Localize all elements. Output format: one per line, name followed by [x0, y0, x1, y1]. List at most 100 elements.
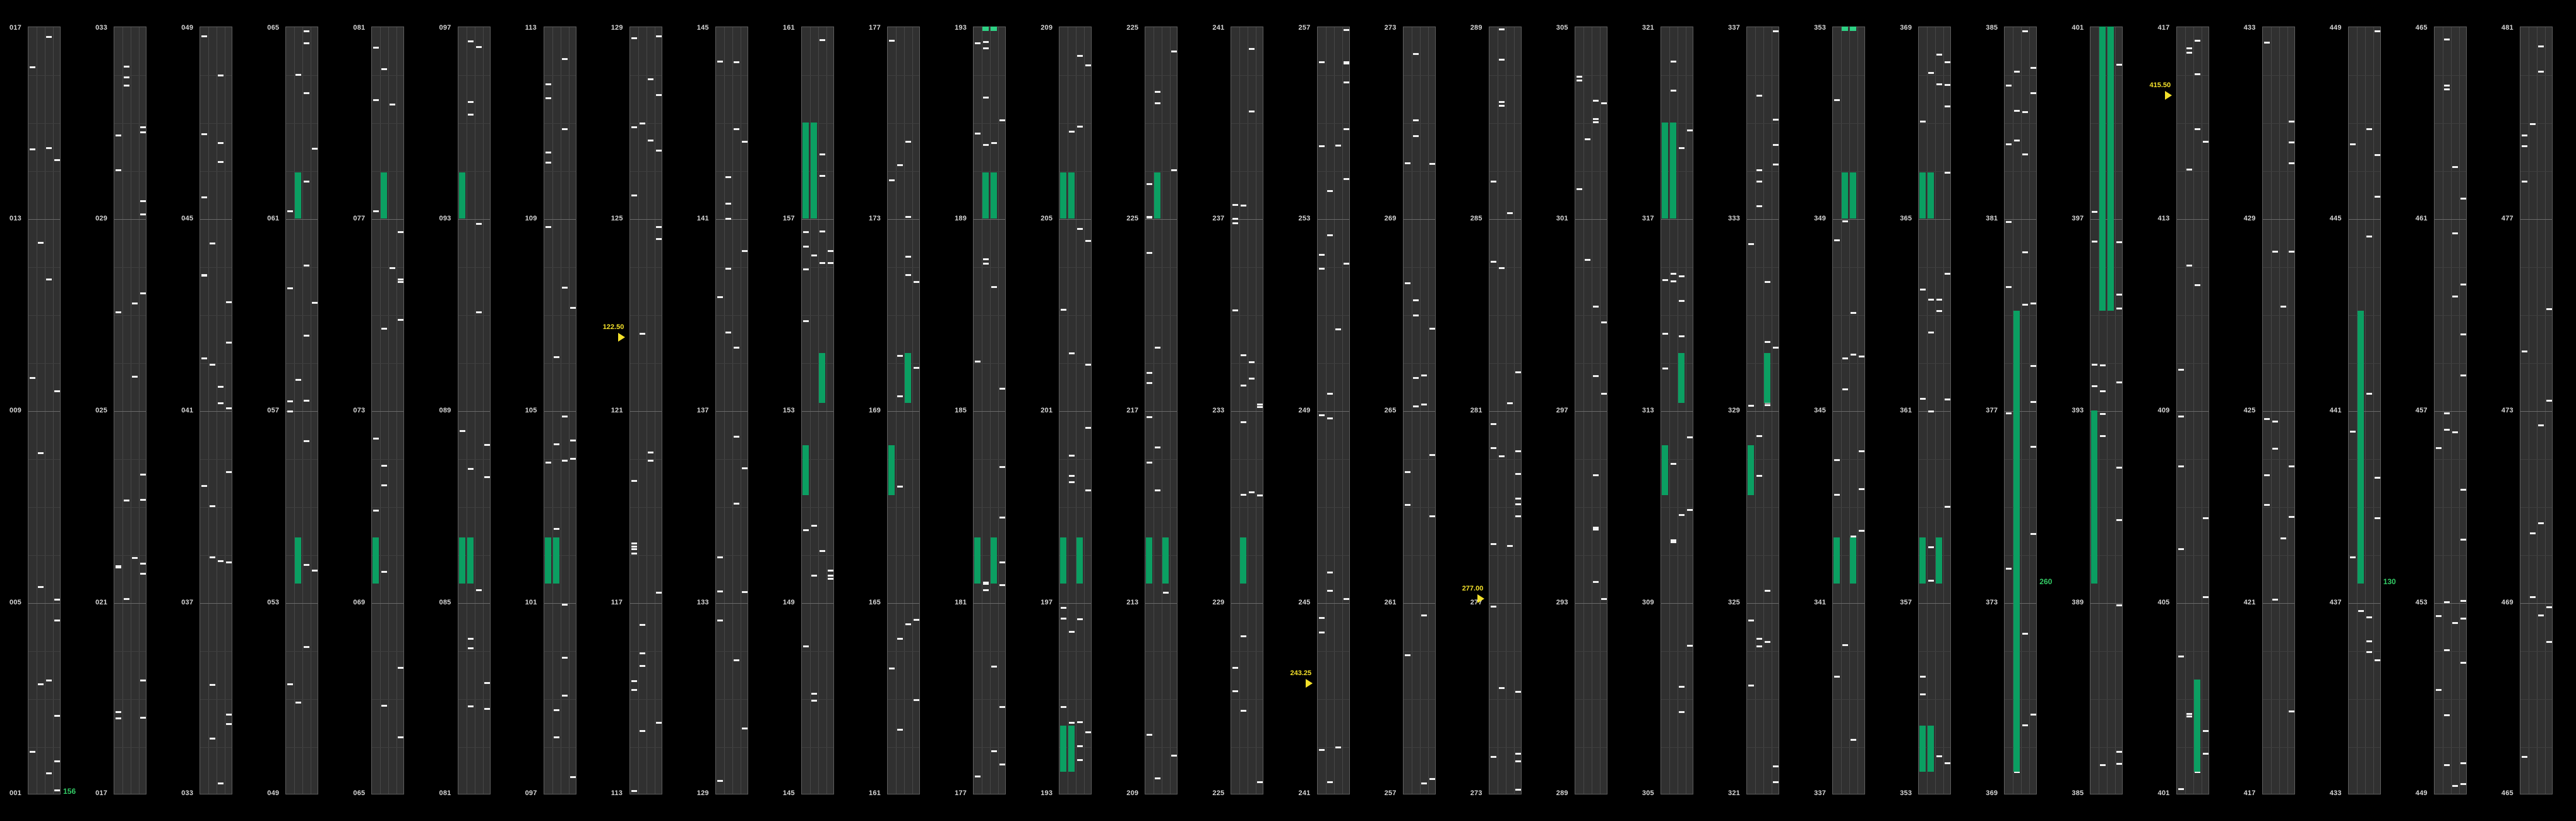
note-marker[interactable] — [295, 74, 302, 76]
hold-note[interactable] — [1764, 352, 1770, 403]
note-marker[interactable] — [140, 573, 146, 575]
note-marker[interactable] — [1592, 306, 1599, 308]
note-marker[interactable] — [1085, 489, 1092, 491]
hold-note[interactable] — [991, 27, 998, 32]
note-marker[interactable] — [553, 356, 559, 358]
note-marker[interactable] — [2092, 241, 2098, 243]
note-marker[interactable] — [1662, 333, 1668, 335]
note-marker[interactable] — [827, 578, 833, 580]
note-marker[interactable] — [1155, 91, 1161, 93]
note-marker[interactable] — [2521, 135, 2527, 136]
note-marker[interactable] — [1343, 29, 1349, 31]
note-marker[interactable] — [398, 281, 404, 283]
note-marker[interactable] — [1085, 240, 1092, 242]
note-marker[interactable] — [2263, 474, 2270, 476]
hold-note[interactable] — [1850, 27, 1857, 32]
note-marker[interactable] — [647, 78, 653, 80]
note-marker[interactable] — [631, 480, 637, 482]
note-marker[interactable] — [2022, 153, 2029, 155]
note-marker[interactable] — [733, 128, 739, 130]
note-marker[interactable] — [889, 40, 895, 42]
note-marker[interactable] — [1241, 635, 1247, 637]
hold-note[interactable] — [1060, 725, 1067, 772]
note-marker[interactable] — [2194, 73, 2200, 75]
note-marker[interactable] — [1404, 162, 1410, 164]
note-marker[interactable] — [2186, 169, 2192, 171]
note-marker[interactable] — [819, 550, 825, 552]
note-marker[interactable] — [124, 598, 130, 600]
note-marker[interactable] — [2030, 446, 2037, 448]
hold-note[interactable] — [974, 537, 981, 584]
note-marker[interactable] — [54, 390, 60, 392]
note-marker[interactable] — [304, 564, 310, 566]
note-marker[interactable] — [717, 620, 723, 621]
note-marker[interactable] — [897, 729, 903, 731]
hold-note[interactable] — [991, 172, 998, 219]
note-marker[interactable] — [295, 702, 302, 704]
note-marker[interactable] — [398, 319, 404, 321]
note-marker[interactable] — [1069, 352, 1075, 354]
note-marker[interactable] — [1765, 281, 1770, 283]
hold-note[interactable] — [544, 537, 551, 584]
note-marker[interactable] — [398, 736, 404, 738]
note-marker[interactable] — [2022, 251, 2029, 253]
note-marker[interactable] — [991, 666, 998, 668]
note-marker[interactable] — [2030, 303, 2037, 304]
note-marker[interactable] — [1945, 84, 1951, 86]
bpm-arrow-icon[interactable] — [2164, 91, 2172, 100]
note-marker[interactable] — [2452, 296, 2458, 297]
note-marker[interactable] — [1662, 368, 1668, 369]
note-marker[interactable] — [1147, 462, 1153, 464]
note-marker[interactable] — [1678, 335, 1685, 337]
note-marker[interactable] — [398, 279, 404, 280]
note-marker[interactable] — [373, 510, 379, 512]
note-marker[interactable] — [1773, 765, 1779, 767]
note-marker[interactable] — [116, 169, 122, 171]
note-marker[interactable] — [811, 525, 817, 527]
note-marker[interactable] — [2272, 448, 2278, 450]
hold-note[interactable] — [1928, 725, 1935, 772]
note-marker[interactable] — [1147, 372, 1153, 374]
note-marker[interactable] — [1506, 212, 1513, 214]
hold-note[interactable] — [2099, 27, 2106, 311]
note-marker[interactable] — [639, 652, 645, 654]
note-marker[interactable] — [1756, 181, 1762, 183]
note-marker[interactable] — [545, 83, 551, 85]
lane-stave[interactable] — [2433, 27, 2467, 794]
note-marker[interactable] — [1429, 328, 1435, 330]
lane-stave[interactable] — [543, 27, 576, 794]
note-marker[interactable] — [1851, 312, 1857, 314]
note-marker[interactable] — [132, 557, 138, 559]
note-marker[interactable] — [2194, 40, 2200, 42]
note-marker[interactable] — [38, 242, 44, 244]
note-marker[interactable] — [140, 131, 146, 133]
note-marker[interactable] — [1069, 455, 1075, 457]
note-marker[interactable] — [897, 355, 903, 357]
note-marker[interactable] — [1318, 749, 1325, 751]
hold-note[interactable] — [1068, 725, 1075, 772]
note-marker[interactable] — [2178, 548, 2184, 550]
note-marker[interactable] — [140, 499, 146, 501]
note-marker[interactable] — [398, 231, 404, 233]
note-marker[interactable] — [467, 468, 474, 470]
note-marker[interactable] — [905, 623, 911, 625]
note-marker[interactable] — [1834, 239, 1840, 241]
note-marker[interactable] — [1163, 592, 1169, 594]
note-marker[interactable] — [647, 460, 653, 462]
note-marker[interactable] — [287, 400, 294, 402]
note-marker[interactable] — [2116, 241, 2123, 243]
note-marker[interactable] — [905, 216, 911, 218]
note-marker[interactable] — [2022, 724, 2029, 726]
note-marker[interactable] — [1928, 332, 1935, 333]
note-marker[interactable] — [999, 466, 1006, 468]
note-marker[interactable] — [2178, 369, 2184, 371]
note-marker[interactable] — [2288, 162, 2294, 164]
note-marker[interactable] — [2443, 429, 2450, 431]
note-marker[interactable] — [484, 476, 490, 478]
hold-note[interactable] — [373, 537, 379, 584]
hold-note[interactable] — [802, 123, 809, 219]
note-marker[interactable] — [2366, 616, 2372, 618]
note-marker[interactable] — [717, 556, 723, 558]
lane-stave[interactable] — [285, 27, 319, 794]
note-marker[interactable] — [2460, 284, 2466, 285]
